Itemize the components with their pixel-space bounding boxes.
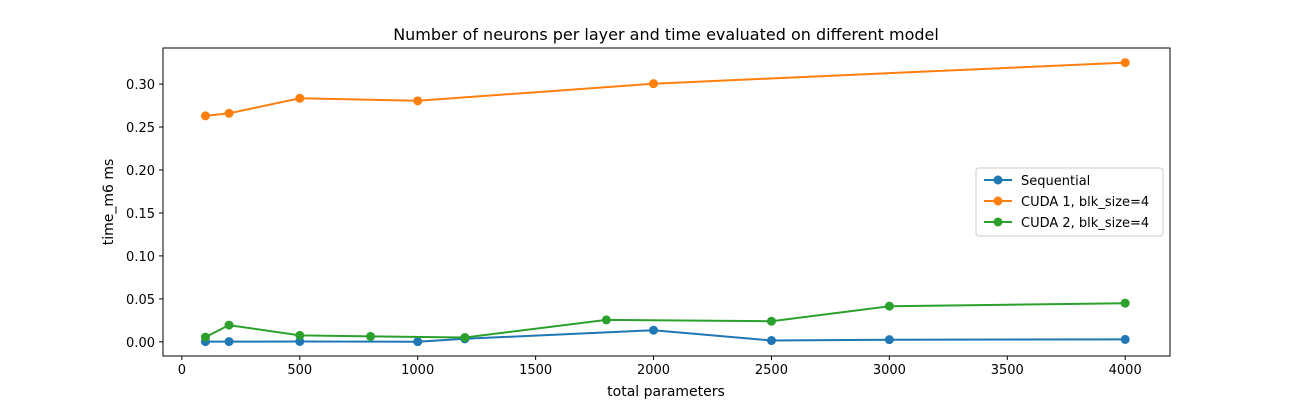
- legend: Sequential CUDA 1, blk_size=4 CUDA 2, blk_…: [975, 167, 1164, 237]
- data-point: [884, 301, 894, 311]
- data-point: [413, 96, 423, 106]
- x-tick-label: 2000: [637, 363, 670, 378]
- x-tick-label: 3500: [991, 363, 1024, 378]
- legend-label: CUDA 2, blk_size=4: [1021, 216, 1149, 231]
- x-tick-label: 3000: [873, 363, 906, 378]
- data-point: [1120, 298, 1130, 308]
- x-tick-label: 1500: [519, 363, 552, 378]
- y-tick-label: 0.20: [126, 164, 155, 179]
- legend-label: CUDA 1, blk_size=4: [1021, 195, 1149, 210]
- data-point: [200, 111, 210, 121]
- x-tick-label: 0: [178, 363, 186, 378]
- data-point: [766, 336, 776, 346]
- x-axis-label: total parameters: [607, 384, 725, 400]
- data-point: [649, 325, 659, 335]
- data-point: [295, 330, 305, 340]
- data-point: [413, 337, 423, 347]
- legend-marker: [993, 217, 1003, 227]
- legend-box: [975, 167, 1164, 237]
- x-tick-label: 2500: [755, 363, 788, 378]
- y-axis: 0.00 0.05 0.10 0.15 0.20 0.25 0.30: [126, 78, 163, 351]
- x-tick-label: 500: [287, 363, 312, 378]
- y-axis-label: time_m6 ms: [101, 159, 117, 246]
- data-point: [366, 331, 376, 341]
- data-point: [224, 108, 234, 118]
- data-point: [200, 332, 210, 342]
- y-tick-label: 0.10: [126, 250, 155, 265]
- y-tick-label: 0.15: [126, 207, 155, 222]
- data-point: [224, 337, 234, 347]
- data-point: [224, 320, 234, 330]
- legend-label: Sequential: [1021, 174, 1090, 189]
- x-tick-label: 1000: [401, 363, 434, 378]
- data-point: [649, 79, 659, 89]
- data-point: [884, 335, 894, 345]
- legend-marker: [993, 175, 1003, 185]
- data-point: [766, 316, 776, 326]
- y-tick-label: 0.25: [126, 121, 155, 136]
- legend-marker: [993, 196, 1003, 206]
- series-layer: [200, 58, 1130, 347]
- y-tick-label: 0.05: [126, 293, 155, 308]
- data-point: [460, 333, 470, 343]
- y-tick-label: 0.30: [126, 78, 155, 93]
- data-point: [295, 93, 305, 103]
- y-tick-label: 0.00: [126, 336, 155, 351]
- data-point: [1120, 58, 1130, 68]
- data-point: [1120, 334, 1130, 344]
- x-tick-label: 4000: [1109, 363, 1142, 378]
- x-axis: 0 500 1000 1500 2000 2500 3000 3500 4000: [178, 356, 1142, 378]
- chart-title: Number of neurons per layer and time eva…: [393, 25, 939, 44]
- data-point: [601, 315, 611, 325]
